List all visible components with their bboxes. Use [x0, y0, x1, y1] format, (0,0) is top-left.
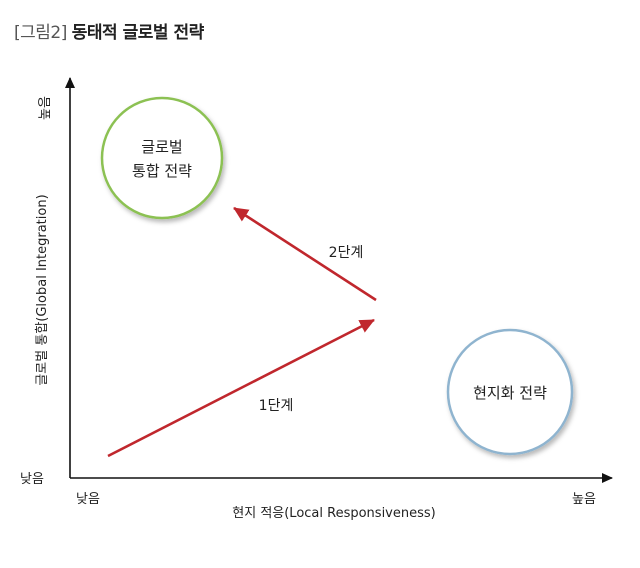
figure-number: [그림2] — [14, 23, 67, 43]
stage1-arrow — [107, 318, 375, 458]
x-axis-low-label: 낮음 — [76, 492, 100, 507]
global-strategy-label-line2: 통합 전략 — [132, 162, 192, 180]
y-axis-high-label: 높음 — [38, 96, 53, 120]
y-axis-low-label: 낮음 — [20, 472, 44, 487]
figure-name: 동태적 글로벌 전략 — [71, 23, 204, 43]
global-strategy-node — [100, 96, 224, 220]
stage1-label: 1단계 — [259, 398, 294, 414]
local-strategy-node — [446, 328, 574, 456]
y-axis-title: 글로벌 통합(Global Integration) — [35, 194, 50, 385]
x-axis-title: 현지 적응(Local Responsiveness) — [232, 506, 435, 521]
global-strategy-label-line1: 글로벌 — [141, 138, 182, 156]
x-axis-high-label: 높음 — [572, 492, 596, 507]
figure-title: [그림2] 동태적 글로벌 전략 — [14, 18, 204, 43]
local-strategy-label: 현지화 전략 — [473, 384, 547, 402]
stage2-label: 2단계 — [329, 245, 364, 261]
stage2-arrow — [233, 206, 377, 302]
